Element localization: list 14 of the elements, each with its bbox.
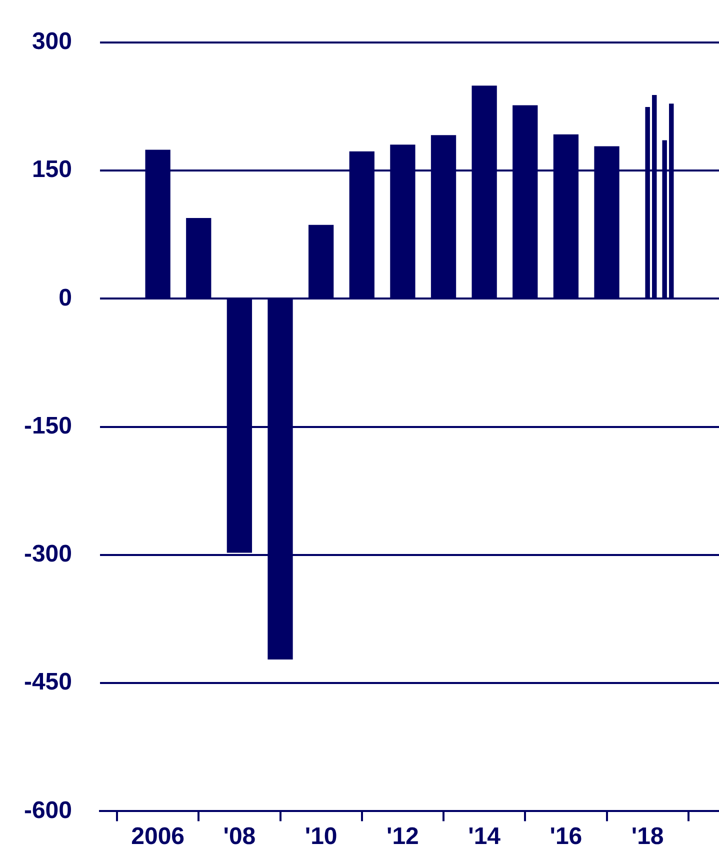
y-tick-label: -300 <box>24 540 72 568</box>
x-tick-label: 2006 <box>131 823 185 850</box>
y-tick-label: -600 <box>24 796 72 824</box>
y-tick-label: 300 <box>32 28 72 56</box>
x-tick-label: '08 <box>223 823 256 850</box>
y-tick-label: -150 <box>24 412 72 440</box>
x-tick-label: '18 <box>631 823 664 850</box>
x-tick-label: '12 <box>386 823 419 850</box>
y-tick-label: -450 <box>24 668 72 696</box>
y-tick-label: 0 <box>58 284 72 312</box>
x-tick-label: '16 <box>550 823 582 850</box>
x-tick-label: '10 <box>304 823 338 850</box>
x-tick-label: '14 <box>468 823 502 850</box>
y-tick-label: 150 <box>32 156 72 184</box>
